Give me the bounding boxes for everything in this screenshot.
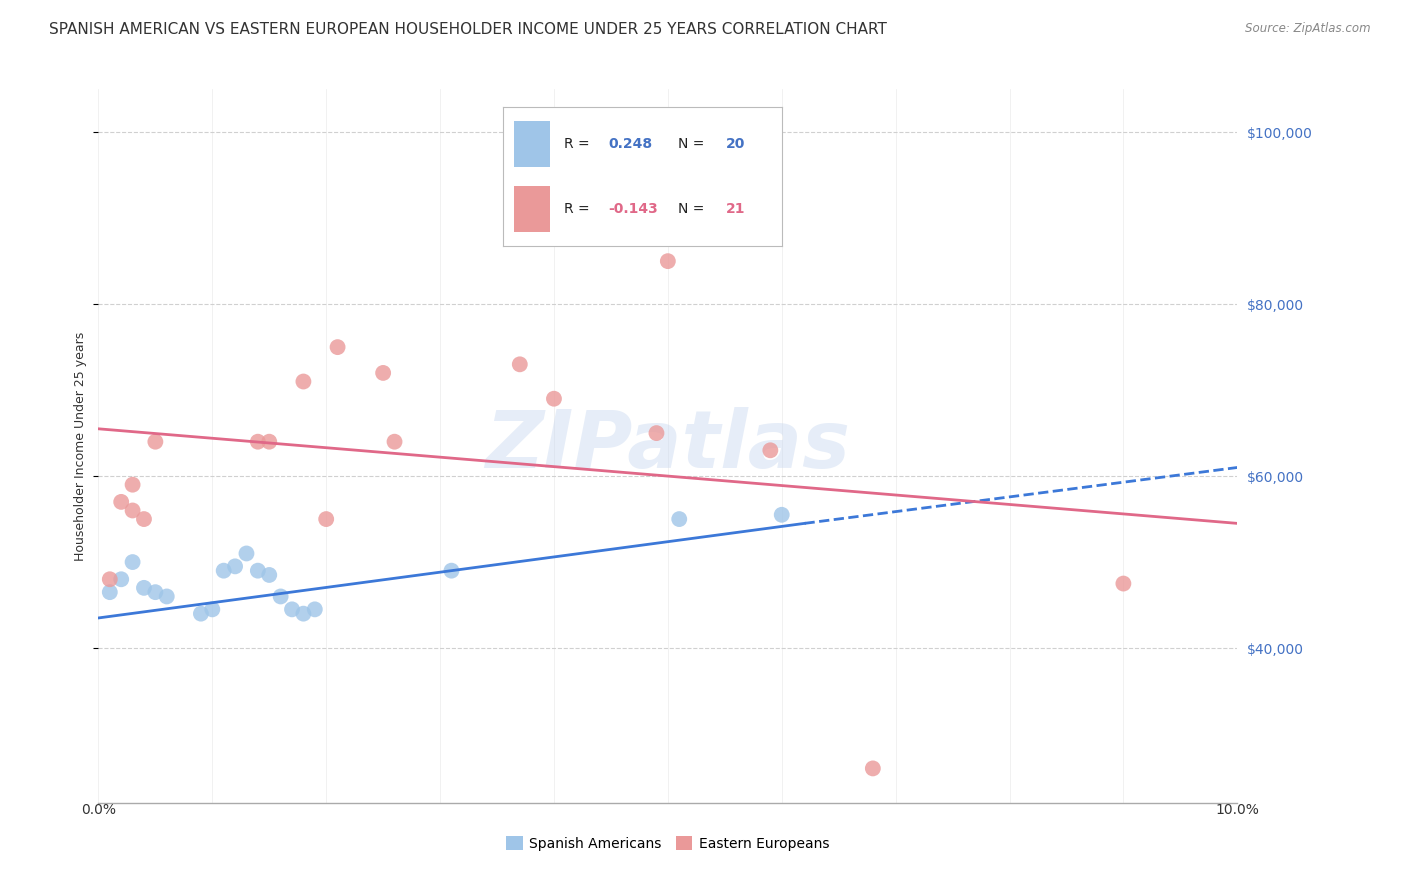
Point [645,426,668,441]
Point [132,581,155,595]
Point [770,508,793,522]
Point [304,602,326,616]
Point [259,434,281,449]
Point [384,434,406,449]
Point [315,512,337,526]
Point [509,357,531,371]
Point [235,546,257,560]
Point [121,555,143,569]
Point [270,590,292,604]
Point [132,512,155,526]
Point [862,761,884,775]
Text: 0.0%: 0.0% [82,803,115,817]
Point [292,375,315,389]
Y-axis label: Householder Income Under 25 years: Householder Income Under 25 years [73,331,87,561]
Point [110,495,132,509]
Point [156,590,179,604]
Point [121,477,143,491]
Text: ZIPatlas: ZIPatlas [485,407,851,485]
Text: Source: ZipAtlas.com: Source: ZipAtlas.com [1246,22,1371,36]
Point [690,228,713,243]
Point [292,607,315,621]
Point [657,254,679,268]
Point [145,585,167,599]
Point [190,607,212,621]
Point [246,564,269,578]
Point [121,503,143,517]
Point [440,564,463,578]
Text: 10.0%: 10.0% [1215,803,1260,817]
Point [326,340,349,354]
Point [98,585,121,599]
Point [246,434,269,449]
Point [201,602,224,616]
Legend: Spanish Americans, Eastern Europeans: Spanish Americans, Eastern Europeans [501,830,835,856]
Point [259,568,281,582]
Point [98,572,121,586]
Point [281,602,304,616]
Text: SPANISH AMERICAN VS EASTERN EUROPEAN HOUSEHOLDER INCOME UNDER 25 YEARS CORRELATI: SPANISH AMERICAN VS EASTERN EUROPEAN HOU… [49,22,887,37]
Point [212,564,235,578]
Point [373,366,395,380]
Point [110,572,132,586]
Point [224,559,246,574]
Point [759,443,782,458]
Point [543,392,565,406]
Point [145,434,167,449]
Point [1112,576,1135,591]
Point [668,512,690,526]
